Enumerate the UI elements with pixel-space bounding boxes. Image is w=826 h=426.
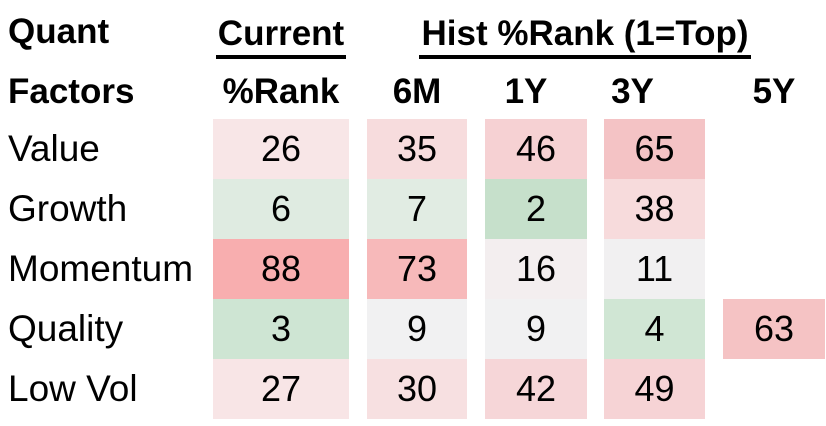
heatmap-cell: 49 — [604, 359, 705, 419]
heatmap-cell: 11 — [604, 239, 705, 299]
heatmap-cell: 3 — [213, 299, 349, 359]
heatmap-cell: 9 — [485, 299, 587, 359]
row-label-low-vol: Low Vol — [8, 368, 138, 409]
column-header-6m: 6M — [392, 71, 442, 111]
heatmap-cell-empty — [723, 359, 825, 419]
column-header-5y: 5Y — [752, 71, 796, 111]
column-header-rank: %Rank — [222, 71, 340, 111]
current-group-label: Current — [215, 14, 347, 59]
heatmap-cell: 63 — [723, 299, 825, 359]
table-title-line1: Quant — [8, 12, 110, 51]
heatmap-cell: 7 — [367, 179, 467, 239]
table-title-line2: Factors — [8, 71, 135, 111]
heatmap-cell: 73 — [367, 239, 467, 299]
heatmap-cell: 42 — [485, 359, 587, 419]
heatmap-cell: 2 — [485, 179, 587, 239]
heatmap-cell: 9 — [367, 299, 467, 359]
hist-group-label: Hist %Rank (1=Top) — [419, 14, 751, 59]
hist-group-header: Hist %Rank (1=Top) — [356, 0, 814, 64]
heatmap-cell-empty — [723, 179, 825, 239]
row-label-momentum: Momentum — [8, 248, 194, 289]
column-header-3y: 3Y — [611, 71, 654, 111]
heatmap-cell: 88 — [213, 239, 349, 299]
heatmap-cell: 26 — [213, 119, 349, 179]
heatmap-cell: 65 — [604, 119, 705, 179]
heatmap-cell-empty — [723, 239, 825, 299]
heatmap-cell: 46 — [485, 119, 587, 179]
row-label-growth: Growth — [8, 188, 128, 229]
row-label-value: Value — [8, 128, 100, 169]
heatmap-cell: 35 — [367, 119, 467, 179]
row-label-quality: Quality — [8, 308, 124, 349]
heatmap-cell: 38 — [604, 179, 705, 239]
heatmap-cell: 16 — [485, 239, 587, 299]
heatmap-cell: 4 — [604, 299, 705, 359]
column-header-1y: 1Y — [504, 71, 548, 111]
heatmap-cell: 30 — [367, 359, 467, 419]
current-group-header: Current — [213, 0, 349, 64]
heatmap-cell: 6 — [213, 179, 349, 239]
heatmap-cell-empty — [723, 119, 825, 179]
heatmap-cell: 27 — [213, 359, 349, 419]
